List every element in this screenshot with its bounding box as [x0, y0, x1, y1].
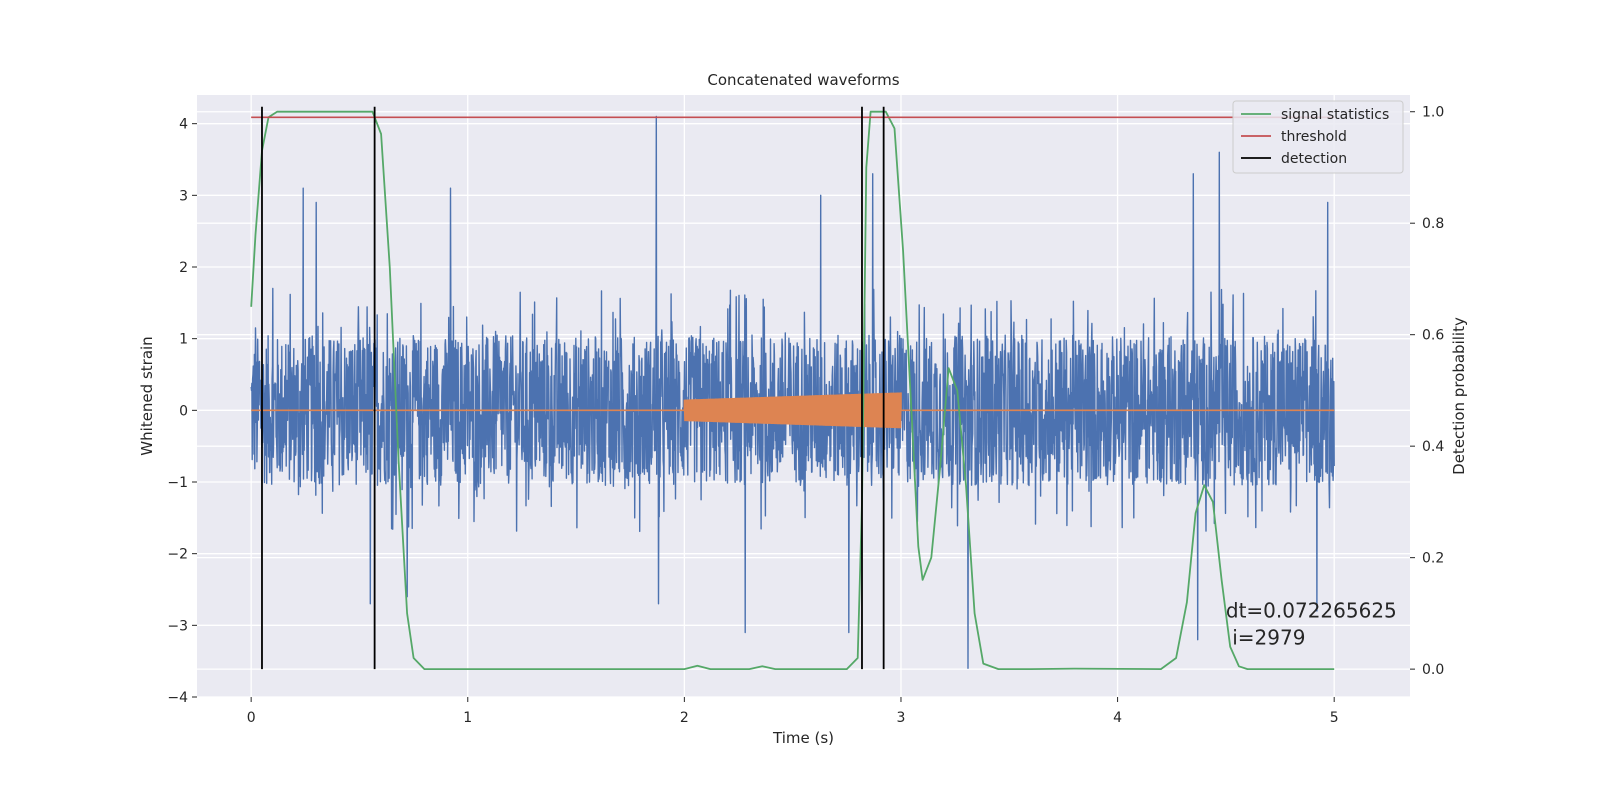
- x-tick-label: 3: [897, 710, 906, 726]
- legend-label-detection: detection: [1281, 151, 1347, 167]
- legend-box: [1232, 100, 1404, 174]
- y-tick-label: −4: [167, 690, 188, 706]
- series-layer: [250, 106, 1335, 670]
- x-tick-label: 5: [1330, 710, 1339, 726]
- y-tick-label: −2: [167, 547, 188, 563]
- y-axis-label: Whitened strain: [138, 336, 156, 455]
- y-tick-label: 1: [179, 332, 188, 348]
- x-tick-label: 4: [1113, 710, 1122, 726]
- y2-tick-label: 0.4: [1422, 439, 1444, 455]
- y-tick-label: 2: [179, 260, 188, 276]
- y2-tick-label: 0.6: [1422, 328, 1444, 344]
- tick-labels: 0 1 2 3 4 5 −4 −3 −2 −1 0 1 2 3 4 0.0 0.2 0.4 0.6 0.8 1.0: [167, 105, 1444, 726]
- y-tick-label: −1: [167, 475, 188, 491]
- y2-tick-label: 0.2: [1422, 551, 1444, 567]
- y2-tick-label: 0.8: [1422, 216, 1444, 232]
- signal-statistics-line: [250, 110, 1335, 670]
- legend-label-threshold: threshold: [1281, 129, 1347, 145]
- chart-title: Concatenated waveforms: [707, 71, 899, 89]
- whitened-strain-line: [250, 115, 1335, 669]
- x-tick-label: 0: [247, 710, 256, 726]
- y-tick-label: 4: [179, 117, 188, 133]
- y2-axis-label: Detection probability: [1450, 317, 1468, 475]
- y2-tick-label: 0.0: [1422, 662, 1444, 678]
- legend: signal statistics threshold detection: [1232, 100, 1404, 174]
- legend-label-signal-statistics: signal statistics: [1281, 107, 1389, 123]
- y-tick-label: 0: [179, 403, 188, 419]
- x-tick-label: 2: [680, 710, 689, 726]
- x-axis-label: Time (s): [772, 729, 834, 747]
- y-tick-label: 3: [179, 188, 188, 204]
- annotation-index: i=2979: [1226, 626, 1306, 650]
- x-tick-label: 1: [463, 710, 472, 726]
- annotation-dt: dt=0.072265625: [1226, 599, 1397, 623]
- y2-tick-label: 1.0: [1422, 105, 1444, 121]
- injected-waveform-line: [251, 392, 1335, 429]
- y-tick-label: −3: [167, 618, 188, 634]
